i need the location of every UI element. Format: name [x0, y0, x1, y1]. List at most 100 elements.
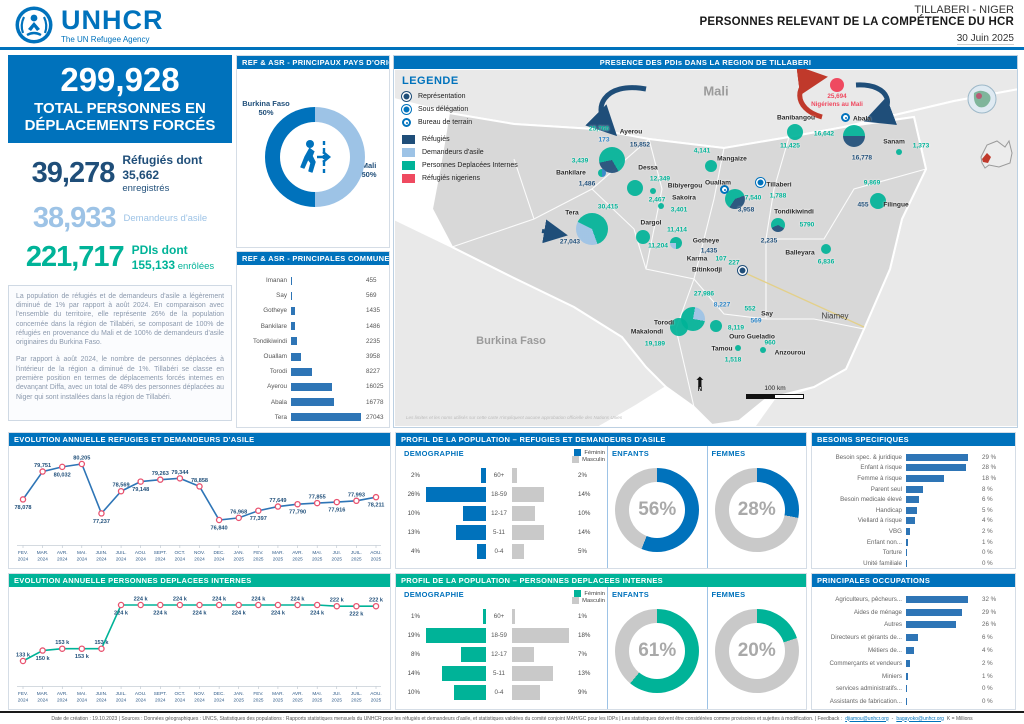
commune-label: Gotheye	[263, 307, 287, 315]
legend-title: LEGENDE	[402, 75, 459, 87]
hbar-value: 1 %	[982, 672, 993, 680]
enfants-title: ENFANTS	[611, 449, 650, 458]
svg-text:77,649: 77,649	[269, 498, 286, 504]
outflow-label: Nigériens au Mali	[811, 100, 863, 108]
svg-text:MAI.: MAI.	[312, 550, 322, 555]
tera-arrow	[541, 219, 568, 244]
hbar-bar	[906, 608, 963, 616]
pyramid-row: 8% 12-17 7%	[400, 645, 605, 664]
hbar-row: services administratifs... 0 %	[814, 683, 1011, 696]
svg-text:JAN.: JAN.	[234, 550, 244, 555]
male-bar	[512, 647, 535, 662]
enfants-section-refugees: ENFANTS 56%	[606, 446, 707, 568]
origin-slice1-label: Burkina Faso	[242, 99, 290, 108]
commune-bar-row: Tera 27043	[239, 410, 385, 425]
map-bubble-bankilare	[598, 169, 606, 177]
hbar-bar	[906, 559, 907, 567]
svg-text:77,916: 77,916	[328, 508, 345, 514]
masculin-chip-idp	[572, 597, 580, 604]
hbar-label: Agriculteurs, pêcheurs...	[835, 595, 902, 603]
svg-text:77,855: 77,855	[309, 495, 326, 501]
asylum-color-chip	[402, 148, 415, 157]
pyramid-row: 1% 60+ 1%	[400, 607, 605, 626]
male-pct: 1%	[578, 613, 587, 620]
map-value-idp: 16,642	[813, 130, 835, 138]
svg-text:2024: 2024	[18, 698, 29, 703]
commune-value: 1486	[366, 322, 381, 330]
map-value-idp: 11,425	[780, 142, 800, 150]
hbar-value: 4 %	[982, 517, 993, 525]
female-pct: 8%	[411, 651, 420, 658]
age-group-label: 12-17	[491, 651, 507, 658]
svg-text:2025: 2025	[332, 557, 343, 562]
commune-bar	[291, 291, 293, 300]
page-title: PERSONNES RELEVANT DE LA COMPÉTENCE DU H…	[699, 16, 1014, 28]
svg-text:2025: 2025	[234, 698, 245, 703]
footer-units-note: K = Millions	[946, 715, 973, 722]
footer-email-1[interactable]: djiamou@unhcr.org	[845, 715, 889, 722]
commune-bar	[291, 306, 295, 315]
asylum-stat: 38,933 Demandeurs d'asile	[8, 204, 232, 233]
svg-text:OCT.: OCT.	[175, 691, 186, 696]
female-pct: 1%	[411, 613, 420, 620]
commune-bar-row: Say 569	[239, 288, 385, 303]
svg-text:AVR.: AVR.	[292, 550, 303, 555]
male-bar	[512, 525, 545, 540]
hbar-row: Aides de ménage 29 %	[814, 606, 1011, 619]
footer-email-2[interactable]: bagayoko@unhcr.org	[896, 715, 944, 722]
svg-text:2024: 2024	[77, 557, 88, 562]
svg-text:2024: 2024	[37, 557, 48, 562]
commune-label: Ayerou	[267, 383, 287, 391]
commune-value: 3958	[366, 353, 381, 361]
map-value-idp: 6,836	[817, 258, 835, 266]
svg-text:153 k: 153 k	[55, 640, 70, 646]
office-icon-sub	[756, 178, 765, 187]
demography-label-idp: DEMOGRAPHIE	[404, 590, 464, 599]
svg-text:JUI.: JUI.	[333, 691, 341, 696]
narrative-box: La population de réfugiés et de demandeu…	[8, 284, 232, 421]
map-value-idp: 2,467	[648, 196, 666, 204]
svg-text:2025: 2025	[351, 557, 362, 562]
hbar-value: 29 %	[982, 608, 997, 616]
svg-text:2025: 2025	[312, 698, 323, 703]
svg-text:OCT.: OCT.	[175, 550, 186, 555]
occupations-title: PRINCIPALES OCCUPATIONS	[812, 574, 1015, 587]
svg-text:222 k: 222 k	[369, 598, 384, 604]
svg-text:JUIN.: JUIN.	[96, 550, 108, 555]
svg-text:2025: 2025	[371, 698, 382, 703]
map-canvas: LEGENDE Représentation Sous délégation B…	[394, 69, 1017, 427]
hbar-value: 6 %	[982, 634, 993, 642]
map-city-tera: Tera	[565, 209, 579, 217]
map-value-idp: 1,788	[769, 192, 787, 200]
map-value-idp: 11,414	[667, 226, 687, 234]
compass-icon: ⬆ N	[694, 374, 706, 393]
enfants-pct-idp: 61%	[629, 623, 686, 679]
legend-representation: Représentation	[418, 93, 466, 100]
map-city-torodi: Torodi	[653, 319, 675, 327]
map-disclaimer: Les limites et les noms utilisés sur cet…	[406, 415, 623, 420]
commune-bar-row: Gotheye 1435	[239, 303, 385, 318]
femmes-section-idp: FEMMES 20%	[706, 587, 807, 709]
age-group-label: 0-4	[494, 548, 504, 555]
map-city-dargol: Dargol	[640, 219, 662, 227]
map-base-shapes	[394, 69, 1017, 427]
svg-text:2025: 2025	[312, 557, 323, 562]
femmes-pct-idp: 20%	[728, 623, 785, 679]
map-value-idp: 552	[744, 305, 756, 313]
specific-needs-panel: BESOINS SPECIFIQUES Besoin spec. & jurid…	[811, 432, 1016, 569]
map-value-idp: 25,766	[588, 125, 610, 133]
female-bar	[456, 525, 486, 540]
female-pct: 10%	[407, 689, 420, 696]
commune-bar	[291, 382, 333, 391]
scale-bar: 100 km	[746, 385, 804, 399]
map-label-mali: Mali	[703, 83, 729, 99]
map-bubble-tondikiwindi	[771, 218, 785, 232]
svg-text:79,751: 79,751	[34, 463, 51, 469]
age-group-label: 60+	[493, 613, 505, 620]
hbar-value: 29 %	[982, 453, 997, 461]
occupations-panel: PRINCIPALES OCCUPATIONS Agriculteurs, pê…	[811, 573, 1016, 710]
hbar-bar	[906, 538, 909, 546]
map-city-dessa: Dessa	[638, 164, 658, 172]
female-bar	[441, 666, 486, 681]
hbar-label: Commerçants et vendeurs	[829, 659, 902, 667]
